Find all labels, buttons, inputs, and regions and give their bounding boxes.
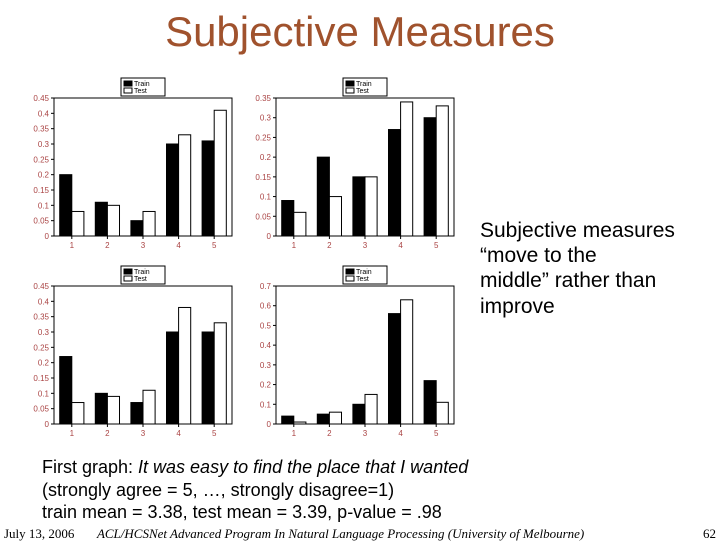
svg-text:1: 1	[70, 241, 75, 250]
sidebar-line-2: “move to the	[480, 244, 597, 267]
svg-text:0.7: 0.7	[260, 282, 272, 291]
svg-text:2: 2	[105, 241, 110, 250]
svg-text:4: 4	[176, 429, 181, 438]
svg-text:0.35: 0.35	[33, 313, 49, 322]
svg-text:0.4: 0.4	[38, 297, 50, 306]
svg-text:Train: Train	[356, 269, 372, 276]
svg-text:0: 0	[45, 420, 50, 429]
svg-text:0.3: 0.3	[38, 140, 50, 149]
svg-text:5: 5	[434, 241, 439, 250]
sidebar-line-1: Subjective measures	[480, 219, 675, 242]
svg-text:4: 4	[398, 241, 403, 250]
svg-text:3: 3	[363, 429, 368, 438]
svg-text:2: 2	[105, 429, 110, 438]
chart-4: 0 0.1 0.2 0.3 0.4 0.5 0.6 0.7 1 2 3 4 5 TrainTest	[246, 264, 460, 442]
svg-text:2: 2	[327, 241, 332, 250]
svg-text:Train: Train	[134, 81, 150, 88]
svg-text:0: 0	[267, 420, 272, 429]
svg-text:0.6: 0.6	[260, 302, 272, 311]
svg-text:0.45: 0.45	[33, 94, 49, 103]
sidebar-text: Subjective measures “move to the middle”…	[480, 218, 710, 319]
footer-text: First graph: It was easy to find the pla…	[42, 456, 702, 524]
footnote-venue: ACL/HCSNet Advanced Program In Natural L…	[97, 526, 584, 541]
svg-text:5: 5	[434, 429, 439, 438]
chart-3: 0 0.05 0.1 0.15 0.2 0.25 0.3 0.35 0.4 0.45 1 2 3 4 5 Tr…	[24, 264, 238, 442]
svg-text:0.35: 0.35	[33, 125, 49, 134]
svg-text:0.2: 0.2	[38, 359, 50, 368]
svg-text:0.1: 0.1	[260, 193, 272, 202]
svg-text:0.45: 0.45	[33, 282, 49, 291]
svg-text:0.15: 0.15	[33, 186, 49, 195]
page-title: Subjective Measures	[0, 8, 720, 56]
svg-text:0.4: 0.4	[260, 341, 272, 350]
sidebar-line-4: improve	[480, 295, 555, 318]
svg-text:0.1: 0.1	[38, 201, 50, 210]
svg-text:1: 1	[70, 429, 75, 438]
svg-text:0.3: 0.3	[260, 361, 272, 370]
footer-line-1a: First graph:	[42, 457, 138, 477]
svg-text:0.2: 0.2	[38, 171, 50, 180]
svg-text:0.15: 0.15	[33, 374, 49, 383]
svg-text:0.3: 0.3	[260, 114, 272, 123]
svg-text:0.4: 0.4	[38, 109, 50, 118]
svg-text:0.5: 0.5	[260, 321, 272, 330]
svg-text:0.35: 0.35	[255, 94, 271, 103]
charts-grid: 00.050.10.150.20.250.30.350.40.4512345Tr…	[24, 76, 474, 446]
svg-text:0.3: 0.3	[38, 328, 50, 337]
svg-text:Train: Train	[356, 81, 372, 88]
svg-text:0.1: 0.1	[38, 389, 50, 398]
svg-text:4: 4	[176, 241, 181, 250]
svg-text:0.05: 0.05	[255, 212, 271, 221]
chart-2: 0 0.05 0.1 0.15 0.2 0.25 0.3 0.35 1 2 3 4 5 TrainTest	[246, 76, 460, 254]
svg-text:0.15: 0.15	[255, 173, 271, 182]
svg-text:0.1: 0.1	[260, 400, 272, 409]
svg-text:0.2: 0.2	[260, 153, 272, 162]
svg-text:3: 3	[363, 241, 368, 250]
footer-line-2: (strongly agree = 5, …, strongly disagre…	[42, 480, 394, 500]
svg-text:0.05: 0.05	[33, 217, 49, 226]
svg-text:Test: Test	[134, 88, 147, 95]
svg-text:0.25: 0.25	[33, 155, 49, 164]
chart-1: 0 0.05 0.1 0.15 0.2 0.25 0.3 0.35 0.4 0.45 1 2 3 4 5 Tr…	[24, 76, 238, 254]
svg-text:0: 0	[45, 232, 50, 241]
sidebar-line-3: middle” rather than	[480, 269, 656, 292]
svg-text:5: 5	[212, 429, 217, 438]
svg-text:0.25: 0.25	[33, 343, 49, 352]
svg-text:2: 2	[327, 429, 332, 438]
footnote-date: July 13, 2006	[4, 526, 74, 541]
svg-text:0: 0	[267, 232, 272, 241]
svg-text:1: 1	[292, 241, 297, 250]
svg-text:3: 3	[141, 241, 146, 250]
svg-text:0.05: 0.05	[33, 405, 49, 414]
svg-text:Train: Train	[134, 269, 150, 276]
svg-text:5: 5	[212, 241, 217, 250]
footer-line-3: train mean = 3.38, test mean = 3.39, p-v…	[42, 502, 442, 522]
svg-text:0.2: 0.2	[260, 381, 272, 390]
svg-text:Test: Test	[356, 276, 369, 283]
svg-text:Test: Test	[356, 88, 369, 95]
svg-text:Test: Test	[134, 276, 147, 283]
svg-text:1: 1	[292, 429, 297, 438]
svg-text:4: 4	[398, 429, 403, 438]
footer-line-1b: It was easy to find the place that I wan…	[138, 457, 468, 477]
svg-text:3: 3	[141, 429, 146, 438]
svg-text:0.25: 0.25	[255, 133, 271, 142]
